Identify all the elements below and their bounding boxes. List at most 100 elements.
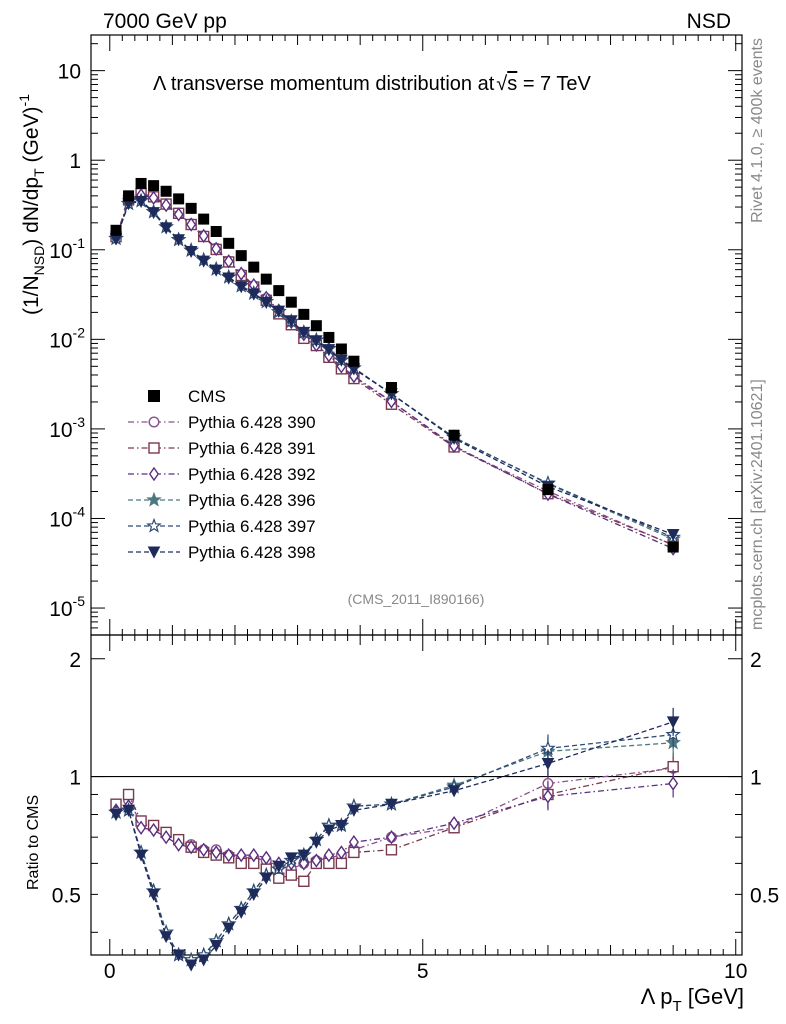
legend-entry: Pythia 6.428 391 — [128, 439, 316, 458]
cms-data-points — [110, 177, 679, 553]
legend-marker — [146, 491, 162, 507]
legend-label: Pythia 6.428 396 — [188, 491, 316, 510]
series-398-point — [234, 281, 248, 294]
series-398-point — [197, 255, 210, 268]
cms-data-point — [210, 225, 222, 237]
series-398-point — [184, 245, 198, 259]
ratio-y-tick-labels: 2 2 1 1 0.5 0.5 — [52, 649, 779, 908]
series-397-ratio-line — [115, 733, 674, 961]
cms-data-point — [348, 355, 360, 367]
y-tick-label: 10-2 — [49, 324, 85, 352]
series-398-point — [209, 264, 223, 277]
legend-entry: Pythia 6.428 390 — [128, 413, 316, 432]
cms-data-point — [298, 308, 310, 320]
series-392-ratio-line — [115, 782, 674, 865]
series-397-line — [115, 200, 674, 539]
ratio-y-axis-label: Ratio to CMS — [25, 795, 42, 890]
series-391-ratio-point — [285, 869, 298, 881]
x-tick-label: 0 — [104, 960, 116, 983]
series-392-ratio-point — [161, 829, 172, 845]
series-398-ratio-line — [115, 721, 674, 966]
legend-entry: Pythia 6.428 398 — [128, 543, 316, 562]
ratio-y-tick-label-right: 1 — [750, 767, 762, 790]
series-392-ratio-point — [449, 815, 460, 831]
mcplots-label: mcplots.cern.ch [arXiv:2401.10621] — [749, 379, 766, 630]
series-398-point — [335, 354, 348, 367]
y-tick-label: 10-1 — [49, 235, 85, 263]
series-392-ratio-point — [542, 789, 554, 804]
x-tick-label: 5 — [417, 960, 429, 983]
cms-data-point — [173, 193, 185, 205]
cms-data-point — [110, 224, 122, 236]
series-398-ratio-point — [134, 849, 148, 862]
series-398-ratio-point — [259, 872, 273, 885]
series-392-ratio-point — [311, 853, 322, 868]
series-398-point — [322, 344, 336, 357]
series-398-ratio-point — [159, 931, 173, 944]
y-axis-label: (1/NNSD) dN/dpT (GeV)-1 — [16, 94, 47, 315]
x-tick-labels: 0 5 10 — [104, 960, 747, 983]
main-y-tick-labels: 10 1 10-1 10-2 10-3 10-4 10-5 — [49, 61, 85, 621]
series-398-ratio-point — [197, 954, 210, 967]
series-398-ratio-point — [234, 906, 248, 919]
series-398-point — [172, 234, 185, 247]
cms-data-point — [185, 202, 197, 214]
series-398-point — [159, 222, 173, 235]
legend: CMS Pythia 6.428 390 Pythia 6.428 391 Pythi… — [128, 387, 316, 562]
chart-title: Λ transverse momentum distribution at √s … — [153, 73, 592, 95]
legend-label: CMS — [188, 387, 226, 406]
legend-marker — [146, 517, 162, 533]
series-392-ratio-point — [198, 842, 209, 858]
series-396-line — [115, 200, 674, 540]
series-398-ratio-point — [172, 949, 185, 962]
series-398-ratio-point — [122, 804, 135, 817]
series-398-ratio-point — [447, 785, 461, 798]
y-tick-label: 10 — [58, 61, 81, 84]
series-398-ratio-point — [347, 804, 361, 817]
legend-entry: Pythia 6.428 396 — [128, 491, 316, 510]
series-392-point — [186, 217, 197, 232]
cms-data-point — [123, 190, 135, 202]
ratio-series-group — [108, 707, 681, 972]
series-398-point — [284, 315, 298, 328]
series-398-point — [666, 528, 680, 542]
cms-data-point — [285, 296, 297, 308]
series-391-ratio-point — [298, 875, 310, 887]
series-398-ratio-point — [335, 819, 348, 833]
series-398-ratio-point — [284, 852, 298, 865]
series-391-ratio-line — [115, 766, 674, 883]
series-392-ratio-point — [668, 776, 679, 791]
series-391-ratio-point — [385, 844, 398, 856]
series-398-point — [147, 207, 160, 220]
series-392-ratio-point — [223, 847, 234, 863]
series-398-ratio-point — [310, 836, 323, 849]
cms-data-point — [223, 237, 235, 249]
header-left: 7000 GeV pp — [103, 10, 227, 33]
series-398-ratio-point — [272, 860, 286, 873]
series-398-point — [247, 288, 261, 301]
ratio-y-tick-label-right: 2 — [750, 649, 762, 672]
series-398-ratio-point — [184, 959, 198, 972]
series-398-ratio-point — [209, 940, 223, 953]
series-392-ratio-point — [211, 845, 222, 860]
series-398-ratio-point — [247, 888, 261, 901]
series-390-ratio-line — [115, 767, 674, 870]
legend-label: Pythia 6.428 392 — [188, 465, 316, 484]
legend-label: Pythia 6.428 390 — [188, 413, 316, 432]
cms-data-point — [248, 261, 260, 273]
cms-data-point — [273, 285, 285, 297]
x-tick-label: 10 — [724, 960, 747, 983]
series-392-ratio-point — [173, 837, 184, 852]
ratio-y-tick-label: 2 — [69, 649, 81, 672]
cms-data-point — [323, 331, 335, 343]
series-392-point — [348, 368, 359, 384]
series-392-ratio-point — [248, 847, 259, 863]
legend-cms-marker — [148, 390, 160, 402]
series-392-point — [173, 207, 184, 222]
series-391-ratio-point — [335, 857, 348, 870]
series-398-point — [310, 335, 323, 348]
series-391-ratio-point — [273, 872, 285, 884]
legend-marker — [148, 466, 160, 482]
cms-data-point — [335, 343, 347, 355]
